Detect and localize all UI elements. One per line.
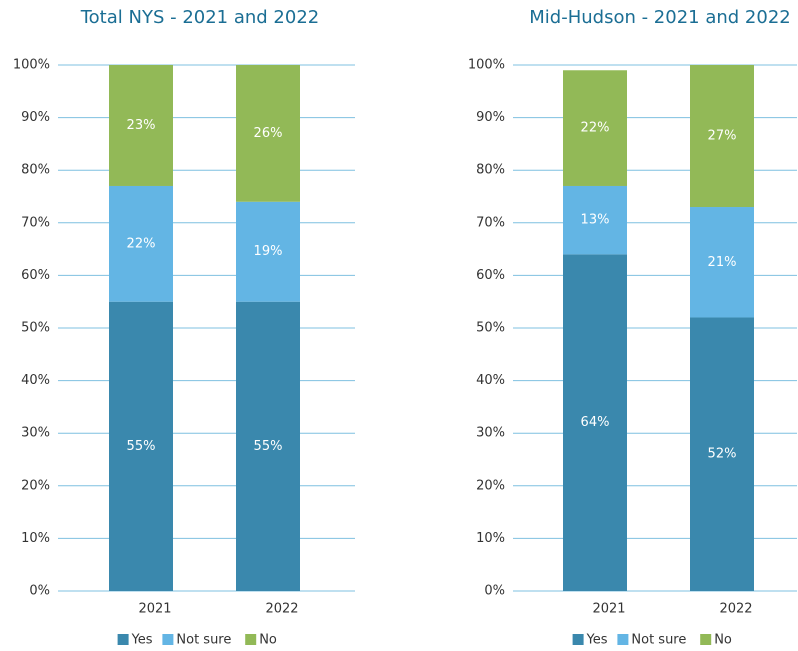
x-tick-label: 2022 [265,602,298,617]
value-label: 22% [581,121,610,136]
legend-label: Yes [586,633,608,648]
y-tick-label: 70% [476,215,505,230]
bar-segment [563,185,627,255]
legend-swatch [617,634,629,645]
y-tick-label: 20% [476,478,505,493]
bar-segment [690,65,754,208]
y-tick-label: 30% [476,426,505,441]
legend-swatch [245,634,257,645]
x-tick-label: 2021 [138,602,171,617]
value-label: 55% [254,439,283,454]
y-tick-label: 90% [21,110,50,125]
value-label: 55% [127,439,156,454]
legend-label: Yes [131,633,153,648]
bar-segment [690,317,754,591]
y-tick-label: 10% [21,531,50,546]
bar-segment [236,65,300,202]
y-tick-label: 80% [476,163,505,178]
y-tick-label: 30% [21,426,50,441]
bar-segment [236,301,300,591]
bar-segment [236,201,300,302]
legend-label: Not sure [176,633,231,648]
legend-swatch [162,634,174,645]
y-tick-label: 60% [476,268,505,283]
bar-segment [563,70,627,186]
value-label: 23% [127,118,156,133]
bar-segment [563,254,627,592]
value-label: 26% [254,126,283,141]
y-tick-label: 60% [21,268,50,283]
value-label: 22% [127,236,156,251]
y-tick-label: 100% [13,58,50,73]
bar-segment [109,185,173,302]
chart-title: Total NYS - 2021 and 2022 [80,7,320,28]
value-label: 21% [708,255,737,270]
value-label: 19% [254,244,283,259]
y-tick-label: 10% [476,531,505,546]
legend-swatch [700,634,712,645]
y-tick-label: 40% [21,373,50,388]
x-tick-label: 2021 [592,602,625,617]
value-label: 64% [581,415,610,430]
y-tick-label: 100% [468,58,505,73]
legend-swatch [117,634,129,645]
legend-swatch [572,634,584,645]
y-tick-label: 50% [476,321,505,336]
y-tick-label: 70% [21,215,50,230]
y-tick-label: 90% [476,110,505,125]
y-tick-label: 0% [29,584,50,599]
y-tick-label: 50% [21,321,50,336]
x-tick-label: 2022 [719,602,752,617]
legend-label: Not sure [631,633,686,648]
bar-segment [109,65,173,186]
value-label: 27% [708,129,737,144]
value-label: 52% [708,447,737,462]
y-tick-label: 20% [21,478,50,493]
chart-title: Mid-Hudson - 2021 and 2022 [529,7,790,28]
y-tick-label: 80% [21,163,50,178]
legend-label: No [714,633,732,648]
legend-label: No [259,633,277,648]
y-tick-label: 40% [476,373,505,388]
bar-segment [109,301,173,591]
y-tick-label: 0% [484,584,505,599]
value-label: 13% [581,213,610,228]
bar-segment [690,207,754,318]
